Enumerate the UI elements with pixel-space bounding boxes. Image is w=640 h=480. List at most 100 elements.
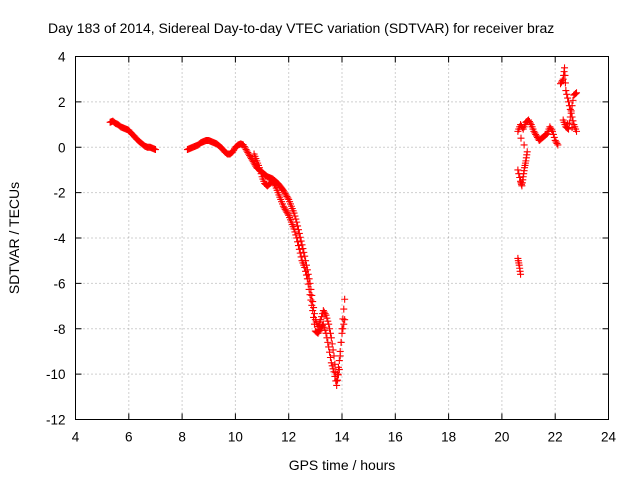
- x-tick-label: 14: [334, 430, 350, 445]
- x-tick-label: 12: [281, 430, 296, 445]
- data-point: [573, 89, 581, 97]
- x-tick-label: 6: [125, 430, 133, 445]
- data-point: [301, 252, 309, 260]
- data-point: [284, 194, 292, 202]
- data-point: [246, 152, 254, 160]
- data-point: [340, 320, 348, 328]
- data-point: [563, 90, 571, 98]
- data-point: [295, 245, 303, 253]
- data-point: [331, 372, 339, 380]
- data-point: [283, 192, 291, 200]
- chart-title: Day 183 of 2014, Sidereal Day-to-day VTE…: [48, 20, 554, 36]
- data-point: [541, 131, 549, 139]
- data-point: [566, 113, 574, 121]
- y-tick-label: 0: [58, 140, 66, 155]
- x-tick-label: 22: [548, 430, 563, 445]
- data-point: [567, 107, 575, 115]
- plot-frame: [75, 56, 609, 420]
- data-point: [520, 141, 528, 149]
- data-point: [549, 127, 557, 135]
- data-point: [563, 124, 571, 132]
- data-point: [256, 167, 264, 175]
- data-point: [310, 313, 318, 321]
- data-point: [310, 310, 318, 318]
- data-point: [283, 208, 291, 216]
- data-point: [324, 338, 332, 346]
- data-point: [561, 71, 569, 79]
- x-tick-label: 4: [72, 430, 80, 445]
- data-point: [569, 117, 577, 125]
- data-point: [569, 96, 577, 104]
- data-point: [330, 352, 338, 360]
- data-point: [330, 368, 338, 376]
- data-point: [317, 325, 325, 333]
- data-point: [546, 123, 554, 131]
- data-point: [321, 326, 329, 334]
- data-point: [517, 134, 525, 142]
- data-point: [329, 346, 337, 354]
- data-point: [339, 315, 347, 323]
- data-point: [561, 64, 569, 72]
- data-point: [547, 124, 555, 132]
- grid-lines: [75, 56, 609, 420]
- data-point: [294, 226, 302, 234]
- x-tick-label: 16: [388, 430, 403, 445]
- data-point: [295, 229, 303, 237]
- data-point: [294, 222, 302, 230]
- data-point: [320, 323, 328, 331]
- data-point: [298, 241, 306, 249]
- data-point: [551, 136, 559, 144]
- data-point: [565, 125, 573, 133]
- data-point: [307, 296, 315, 304]
- data-point: [314, 329, 322, 337]
- data-point: [302, 271, 310, 279]
- data-point: [327, 359, 335, 367]
- data-point: [323, 314, 331, 322]
- data-point: [305, 285, 313, 293]
- data-point: [321, 310, 329, 318]
- data-point: [279, 186, 287, 194]
- data-point: [229, 148, 237, 156]
- data-point: [324, 317, 332, 325]
- x-tick-label: 18: [441, 430, 456, 445]
- data-point: [306, 291, 314, 299]
- data-point: [308, 301, 316, 309]
- y-tick-label: -2: [53, 186, 65, 201]
- data-point: [323, 334, 331, 342]
- data-points: [106, 64, 581, 389]
- data-point: [542, 130, 550, 138]
- data-point: [292, 215, 300, 223]
- data-point: [571, 90, 579, 98]
- data-point: [255, 164, 263, 172]
- data-point: [341, 316, 349, 324]
- data-point: [329, 365, 337, 373]
- data-point: [296, 249, 304, 257]
- x-tick-label: 10: [228, 430, 243, 445]
- data-point: [297, 237, 305, 245]
- data-point: [532, 130, 540, 138]
- data-point: [320, 308, 328, 316]
- data-point: [526, 119, 534, 127]
- data-point: [334, 376, 342, 384]
- y-tick-label: -8: [53, 322, 65, 337]
- data-point: [530, 127, 538, 135]
- data-point: [326, 353, 334, 361]
- data-point: [557, 80, 565, 88]
- data-point: [523, 148, 531, 156]
- data-point: [297, 253, 305, 261]
- data-point: [306, 279, 314, 287]
- x-axis-label: GPS time / hours: [289, 457, 396, 473]
- data-point: [290, 225, 298, 233]
- x-tick-label: 8: [178, 430, 186, 445]
- data-point: [564, 94, 572, 102]
- data-point: [341, 295, 349, 303]
- data-point: [310, 320, 318, 328]
- data-point: [317, 316, 325, 324]
- data-point: [309, 307, 317, 315]
- data-point: [309, 298, 317, 306]
- data-point: [332, 377, 340, 385]
- data-point: [549, 130, 557, 138]
- y-axis-label: SDTVAR / TECUs: [6, 182, 22, 294]
- data-point: [548, 126, 556, 134]
